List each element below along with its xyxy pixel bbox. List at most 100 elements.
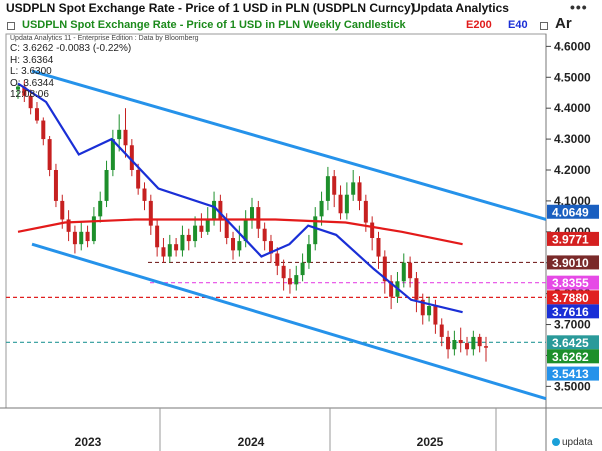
- edition-text: Updata Analytics 11 - Enterprise Edition…: [10, 35, 199, 42]
- candle-body: [28, 95, 33, 109]
- candle-body: [433, 306, 438, 325]
- y-tick-label: 4.1000: [554, 194, 591, 208]
- candle-body: [117, 129, 122, 140]
- checkbox-icon[interactable]: [7, 22, 15, 30]
- candle-body: [79, 231, 84, 245]
- chart-subtitle: USDPLN Spot Exchange Rate - Price of 1 U…: [22, 19, 406, 31]
- price-tag: [547, 335, 599, 350]
- price-tag: [547, 366, 599, 381]
- candle-body: [389, 281, 394, 297]
- y-tick-label: 4.2000: [554, 163, 591, 177]
- candle-body: [104, 170, 109, 201]
- y-tick-label: 4.4000: [554, 101, 591, 115]
- candle-body: [325, 176, 330, 201]
- price-tag-label: 3.7880: [552, 291, 589, 305]
- y-tick-label: 4.5000: [554, 70, 591, 84]
- candle-body: [218, 200, 223, 220]
- channel-upper-line: [31, 69, 547, 221]
- candle-body: [458, 340, 463, 344]
- legend-e40[interactable]: E40: [508, 19, 528, 31]
- candle-body: [363, 200, 368, 223]
- candle-body: [212, 200, 217, 220]
- price-tag: [547, 255, 599, 270]
- channel-lower-line: [31, 242, 547, 401]
- candle-body: [91, 216, 96, 242]
- logo-text: updata: [562, 437, 593, 448]
- price-tag-label: 3.9010: [552, 256, 589, 270]
- candle-body: [294, 275, 299, 285]
- checkbox-icon[interactable]: [540, 22, 548, 30]
- y-tick-label: 3.5000: [554, 379, 591, 393]
- candle-body: [484, 346, 488, 348]
- candle-body: [401, 262, 406, 282]
- legend-e200[interactable]: E200: [466, 19, 492, 31]
- ema40-line: [17, 82, 463, 314]
- price-tag-label: 3.8355: [552, 276, 589, 290]
- candle-body: [414, 278, 419, 300]
- candle-body: [256, 207, 261, 229]
- price-tag: [547, 204, 599, 219]
- candle-body: [300, 262, 305, 276]
- candle-body: [287, 278, 292, 285]
- candle-body: [338, 194, 343, 214]
- candle-body: [98, 200, 103, 217]
- candle-body: [262, 228, 267, 242]
- close-value: C: 3.6262 -0.0083 (-0.22%): [10, 43, 132, 54]
- price-tag-label: 4.0649: [552, 205, 589, 219]
- price-tag: [547, 290, 599, 305]
- price-tag-label: 3.6262: [552, 350, 589, 364]
- x-tick-label: 2025: [417, 435, 444, 449]
- menu-dots-icon[interactable]: •••: [570, 0, 588, 15]
- high-value: H: 3.6364: [10, 54, 54, 66]
- candle-body: [110, 139, 115, 170]
- candle-body: [174, 244, 179, 251]
- x-tick-label: 2023: [75, 435, 102, 449]
- candle-body: [231, 238, 236, 251]
- candle-body: [243, 219, 248, 242]
- price-tag: [547, 304, 599, 319]
- open-value: O: 3.6344: [10, 77, 54, 89]
- time-value: 12:08:06: [10, 89, 49, 100]
- y-tick-label: 4.6000: [554, 39, 591, 53]
- candle-body: [47, 139, 52, 170]
- price-tag: [547, 275, 599, 290]
- ohlc-info: Updata Analytics 11 - Enterprise Edition…: [10, 34, 199, 101]
- x-tick-label: 2024: [238, 435, 265, 449]
- candle-body: [34, 108, 39, 121]
- candle-body: [357, 182, 362, 201]
- candle-body: [60, 200, 65, 220]
- candle-body: [275, 253, 280, 266]
- y-tick-label: 4.3000: [554, 132, 591, 146]
- sub-title-bar: USDPLN Spot Exchange Rate - Price of 1 U…: [0, 15, 602, 34]
- candle-body: [142, 188, 147, 201]
- candle-body: [370, 222, 375, 238]
- candle-body: [427, 306, 432, 316]
- candle-body: [66, 219, 71, 232]
- candle-body: [180, 234, 185, 251]
- candle-body: [41, 120, 46, 140]
- candle-body: [224, 219, 229, 238]
- candle-body: [471, 336, 476, 350]
- candle-body: [351, 182, 356, 195]
- candle-body: [477, 336, 482, 347]
- candle-body: [344, 194, 349, 214]
- candle-body: [129, 145, 134, 170]
- candle-body: [250, 207, 254, 220]
- candle-body: [382, 256, 387, 282]
- title-bar: USDPLN Spot Exchange Rate - Price of 1 U…: [0, 0, 602, 18]
- ar-label: Ar: [555, 15, 572, 32]
- ema200-line: [17, 218, 463, 246]
- candle-body: [319, 200, 324, 217]
- candle-body: [452, 340, 457, 350]
- candle-body: [199, 225, 204, 232]
- candle-body: [123, 129, 128, 146]
- brand-label: Updata Analytics: [412, 1, 509, 15]
- candle-body: [85, 231, 90, 242]
- candle-body: [446, 336, 451, 350]
- candle-body: [420, 299, 425, 316]
- candle-body: [72, 231, 77, 245]
- candle-body: [268, 241, 273, 254]
- candle-body: [53, 170, 58, 201]
